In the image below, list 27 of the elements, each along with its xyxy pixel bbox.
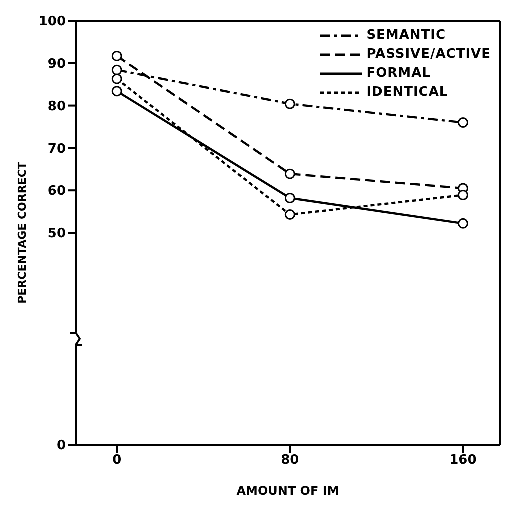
point (112, 86, 122, 97)
y-tick-label: 80 (48, 99, 66, 114)
point (112, 50, 122, 62)
point (284, 168, 296, 180)
legend-label: SEMANTIC (366, 28, 446, 43)
legend-label: PASSIVE/ACTIVE (366, 47, 491, 62)
x-tick-label: 0 (112, 453, 122, 468)
point (458, 218, 468, 229)
legend-label: FORMAL (366, 66, 431, 81)
x-axis-title: AMOUNT OF IM (236, 484, 340, 498)
point (458, 190, 468, 201)
y-tick-label: 90 (48, 57, 66, 72)
y-tick-label: 0 (56, 438, 66, 454)
point (458, 118, 468, 128)
y-tick-label: 70 (48, 142, 66, 157)
point (112, 64, 122, 76)
point (112, 74, 122, 84)
point (284, 192, 296, 204)
x-tick-label: 80 (281, 453, 300, 468)
point (284, 210, 296, 220)
x-tick-label: 160 (450, 453, 477, 468)
y-tick-label: 100 (38, 14, 66, 30)
y-axis-title: PERCENTAGE CORRECT (16, 162, 29, 304)
point (284, 98, 296, 110)
y-tick-label: 60 (48, 184, 66, 200)
legend-label: IDENTICAL (366, 85, 448, 100)
y-tick-label: 50 (48, 226, 66, 242)
